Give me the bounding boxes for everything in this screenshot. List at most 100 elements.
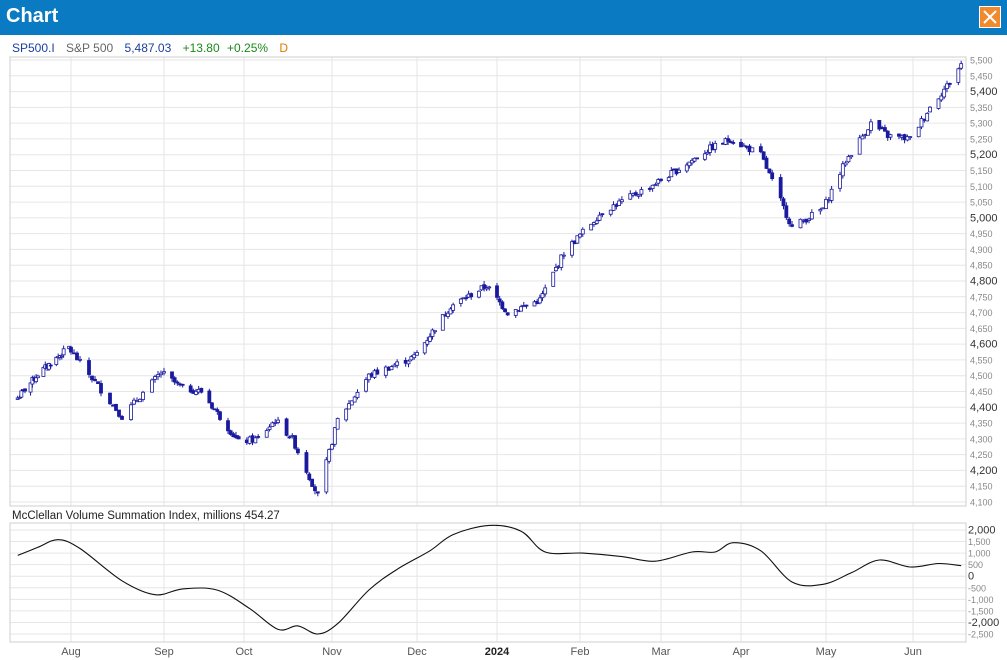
candle — [628, 190, 633, 200]
quote-last: 5,487.03 — [124, 41, 172, 55]
candle — [495, 283, 499, 301]
candle-body — [589, 223, 594, 231]
candle-body — [869, 121, 873, 131]
candle-body — [355, 391, 360, 398]
candle-body — [150, 379, 154, 393]
candle-body — [17, 397, 22, 399]
candle — [702, 150, 707, 161]
candle-body — [194, 390, 198, 395]
candle-body — [327, 449, 332, 462]
price-tick-label: 4,650 — [970, 324, 993, 334]
time-tick-label: Sep — [154, 646, 174, 658]
price-tick-label: 4,800 — [970, 276, 998, 288]
candle-body — [270, 422, 275, 428]
candle-body — [310, 478, 315, 487]
candle — [487, 285, 492, 291]
volume-tick-label: 1,500 — [968, 537, 991, 547]
summation-index-line — [17, 524, 962, 635]
candle — [138, 398, 142, 403]
candle-body — [19, 390, 24, 398]
candle-body — [659, 178, 663, 181]
candle — [36, 374, 40, 379]
candle — [129, 401, 133, 421]
candle-body — [843, 162, 848, 166]
candle — [228, 429, 233, 436]
candle — [307, 472, 312, 482]
candle — [406, 359, 411, 368]
candle-body — [23, 388, 27, 392]
candle — [543, 284, 548, 297]
candle — [580, 227, 585, 237]
candle — [175, 380, 180, 386]
candle — [141, 390, 145, 402]
candle — [293, 435, 297, 451]
candle — [446, 311, 450, 319]
candle — [310, 478, 315, 487]
candle — [705, 149, 710, 155]
candle-body — [264, 430, 269, 438]
candle-body — [857, 137, 862, 155]
candle — [75, 351, 79, 361]
candle-body — [469, 293, 474, 298]
candle-body — [928, 106, 932, 113]
candle — [537, 294, 542, 305]
candle-body — [307, 473, 312, 480]
candle-body — [366, 373, 371, 381]
candle — [256, 434, 261, 439]
candle-body — [838, 174, 842, 189]
candle — [597, 211, 602, 222]
candle-body — [537, 297, 542, 304]
candle — [150, 378, 154, 393]
candle — [335, 417, 340, 430]
candle — [653, 182, 658, 186]
candle-body — [684, 164, 689, 172]
candle — [313, 484, 317, 495]
candle — [90, 375, 94, 383]
candle — [284, 417, 289, 437]
candle-body — [344, 408, 349, 421]
candle — [267, 424, 272, 432]
candle-body — [846, 156, 851, 163]
close-button[interactable] — [979, 6, 1001, 28]
candle-body — [790, 224, 794, 227]
candle-body — [653, 184, 658, 186]
quote-interval[interactable]: D — [279, 41, 289, 55]
price-tick-label: 4,350 — [970, 419, 993, 429]
price-tick-label: 5,250 — [970, 134, 993, 144]
candle — [692, 157, 697, 163]
candle-body — [741, 144, 746, 147]
candle-body — [650, 184, 655, 190]
candle-body — [905, 136, 910, 141]
candle — [304, 450, 309, 475]
candle — [883, 124, 887, 132]
quote-symbol[interactable]: SP500.I — [12, 41, 55, 55]
time-tick-label: Oct — [235, 646, 252, 658]
candle-body — [524, 304, 529, 307]
candle-body — [226, 420, 230, 432]
candle-body — [428, 336, 432, 342]
candle — [344, 408, 349, 422]
candle — [482, 280, 486, 292]
candle-body — [687, 161, 692, 167]
candle — [551, 271, 556, 287]
candle — [947, 82, 952, 88]
candle — [412, 351, 417, 360]
candle-body — [551, 271, 556, 287]
candle-body — [908, 136, 913, 139]
candle-body — [425, 340, 430, 345]
candle-body — [936, 98, 941, 109]
candle — [650, 184, 655, 192]
candle — [559, 254, 564, 271]
candle — [818, 207, 823, 215]
time-tick-label: Mar — [652, 646, 671, 658]
candle — [366, 373, 371, 383]
candle-body — [739, 141, 743, 148]
candle-body — [296, 448, 300, 454]
candle-body — [335, 418, 340, 430]
candle — [562, 251, 566, 260]
candle-body — [666, 177, 671, 181]
candle — [276, 416, 280, 425]
price-tick-label: 4,100 — [970, 498, 993, 508]
candle-body — [349, 400, 354, 406]
